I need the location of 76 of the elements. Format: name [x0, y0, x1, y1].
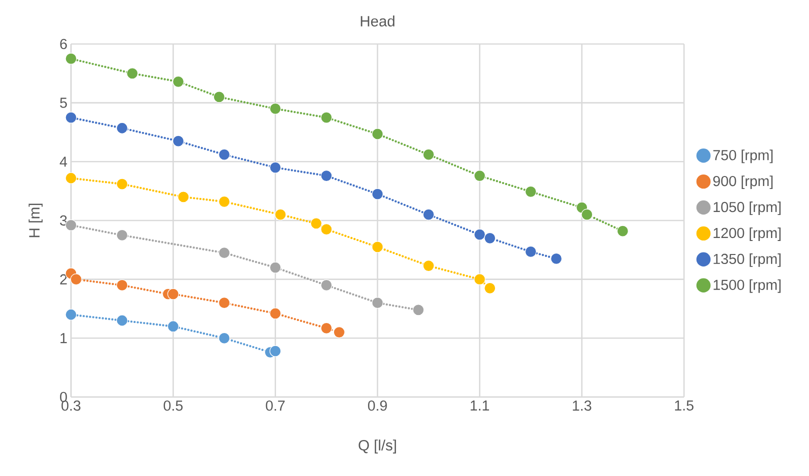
point — [270, 345, 282, 357]
x-tick-label: 0.9 — [368, 400, 387, 411]
legend-label: 1500 [rpm] — [714, 279, 781, 293]
point — [172, 135, 184, 147]
point — [310, 218, 322, 230]
point — [474, 228, 486, 240]
point — [178, 191, 190, 203]
point — [524, 186, 537, 198]
y-tick-label: 5 — [60, 98, 67, 108]
point — [550, 252, 562, 265]
legend-label: 1350 [rpm] — [714, 253, 781, 267]
point — [274, 208, 286, 220]
point — [167, 320, 179, 332]
point — [320, 170, 332, 182]
point — [116, 122, 128, 134]
point — [65, 172, 77, 184]
point — [581, 208, 593, 220]
point — [320, 279, 332, 292]
point — [412, 304, 424, 316]
y-tick-label: 0 — [60, 392, 67, 402]
point — [116, 314, 128, 326]
y-tick-label: 1 — [60, 333, 67, 344]
x-tick-label: 0.7 — [266, 400, 285, 411]
x-tick-label: 0.5 — [164, 400, 183, 411]
point — [270, 162, 282, 174]
point — [372, 241, 384, 253]
point — [218, 247, 230, 259]
point — [320, 224, 332, 236]
point — [333, 326, 345, 338]
x-tick-label: 1.1 — [470, 400, 490, 410]
point — [616, 225, 629, 237]
legend-label: 1200 [rpm] — [714, 227, 781, 241]
point — [167, 288, 179, 300]
point — [65, 112, 77, 124]
point — [126, 68, 138, 80]
y-tick-label: 6 — [60, 38, 67, 50]
point — [474, 170, 486, 182]
point — [270, 262, 282, 274]
point — [116, 279, 128, 292]
point — [270, 308, 282, 320]
point — [218, 196, 230, 208]
point — [65, 219, 77, 231]
x-tick-label: 1.5 — [675, 400, 694, 411]
point — [65, 52, 77, 64]
y-tick-label: 4 — [60, 156, 68, 167]
point — [320, 322, 332, 334]
point — [116, 229, 128, 241]
y-tick-label: 2 — [60, 274, 67, 284]
y-axis-title: H [m] — [28, 204, 43, 238]
point — [484, 282, 496, 294]
point — [320, 112, 332, 124]
x-tick-label: 0.3 — [62, 400, 80, 411]
legend-label: 1050 [rpm] — [714, 202, 781, 215]
point — [524, 246, 537, 258]
point — [213, 91, 225, 103]
point — [484, 232, 496, 244]
point — [116, 178, 128, 190]
x-axis-title: Q [l/s] — [358, 440, 396, 454]
point — [422, 208, 434, 220]
point — [218, 297, 230, 309]
point — [474, 274, 486, 286]
point — [218, 148, 230, 160]
point — [172, 76, 184, 88]
point — [218, 332, 230, 344]
point — [65, 308, 77, 320]
chart-title: Head — [360, 16, 394, 26]
point — [270, 102, 282, 115]
point — [422, 260, 434, 272]
legend-label: 900 [rpm] — [713, 176, 773, 190]
x-tick-label: 1.3 — [572, 400, 592, 411]
point — [372, 128, 384, 140]
legend-label: 750 [rpm] — [713, 150, 773, 164]
point — [372, 188, 384, 200]
point — [422, 148, 434, 160]
point — [70, 274, 82, 286]
point — [372, 297, 384, 309]
